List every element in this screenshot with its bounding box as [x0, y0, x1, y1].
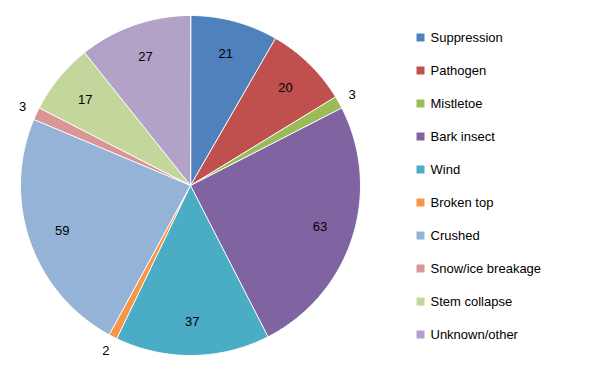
svg-text:Mistletoe: Mistletoe	[431, 96, 483, 111]
svg-text:Stem collapse: Stem collapse	[431, 294, 513, 309]
svg-text:Unknown/other: Unknown/other	[431, 327, 519, 342]
svg-text:63: 63	[313, 219, 327, 234]
svg-text:37: 37	[185, 314, 199, 329]
svg-text:Snow/ice breakage: Snow/ice breakage	[431, 261, 542, 276]
svg-text:20: 20	[278, 80, 292, 95]
svg-text:21: 21	[218, 46, 232, 61]
svg-text:17: 17	[78, 92, 92, 107]
svg-text:Crushed: Crushed	[431, 228, 480, 243]
svg-text:59: 59	[55, 223, 69, 238]
svg-text:Pathogen: Pathogen	[431, 63, 487, 78]
svg-text:3: 3	[348, 87, 355, 102]
svg-text:27: 27	[138, 49, 152, 64]
svg-text:3: 3	[19, 99, 26, 114]
svg-text:Suppression: Suppression	[431, 30, 503, 45]
svg-text:Broken top: Broken top	[431, 195, 494, 210]
svg-text:2: 2	[102, 343, 109, 358]
svg-text:Wind: Wind	[431, 162, 461, 177]
svg-text:Bark insect: Bark insect	[431, 129, 496, 144]
